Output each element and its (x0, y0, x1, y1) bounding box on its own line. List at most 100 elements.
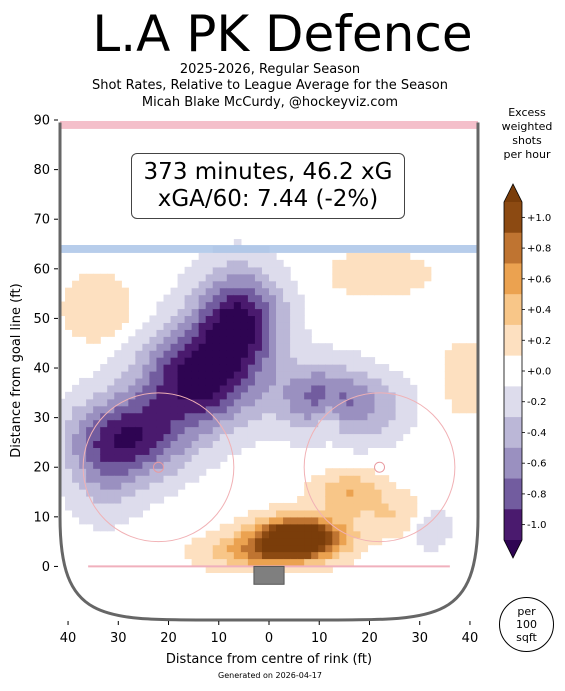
heatmap-cell (261, 516, 270, 525)
heatmap-cell (72, 315, 80, 323)
heatmap-cell (205, 259, 214, 268)
heatmap-cell (353, 364, 362, 372)
heatmap-cell (247, 523, 256, 532)
heatmap-cell (142, 468, 151, 476)
heatmap-cell (107, 412, 115, 421)
heatmap-cell (374, 482, 383, 490)
heatmap-cell (254, 523, 263, 532)
heatmap-cell (100, 294, 108, 303)
heatmap-cell (198, 454, 207, 462)
heatmap-cell (219, 384, 228, 393)
heatmap-cell (388, 370, 397, 379)
heatmap-cell (177, 336, 186, 344)
heatmap-cell (304, 405, 312, 414)
heatmap-cell (332, 475, 340, 483)
heatmap-cell (60, 461, 66, 469)
heatmap-cell (480, 364, 488, 372)
heatmap-cell (360, 502, 369, 511)
heatmap-cell (205, 454, 214, 462)
heatmap-cell (304, 523, 312, 532)
heatmap-cell (409, 280, 418, 289)
heatmap-cell (416, 259, 425, 268)
heatmap-cell (395, 273, 404, 282)
heatmap-cell (367, 475, 376, 483)
heatmap-cell (353, 502, 362, 511)
heatmap-cell (346, 440, 354, 448)
blue-line (60, 245, 478, 253)
heatmap-cell (283, 287, 291, 296)
heatmap-cell (121, 440, 129, 448)
heatmap-cell (276, 516, 284, 525)
heatmap-cell (332, 419, 340, 428)
heatmap-cell (247, 530, 256, 539)
heatmap-cell (191, 537, 200, 546)
x-tick-label: 10 (311, 631, 328, 646)
heatmap-cell (332, 544, 340, 553)
heatmap-cell (191, 322, 200, 330)
heatmap-cell (240, 308, 249, 317)
heatmap-cell (233, 405, 242, 414)
heatmap-cell (149, 384, 158, 393)
heatmap-cell (142, 475, 151, 483)
colorbar-segment (504, 324, 522, 357)
heatmap-cell (128, 475, 136, 483)
heatmap-cell (212, 419, 221, 428)
heatmap-cell (233, 391, 242, 400)
heatmap-cell (290, 551, 298, 560)
heatmap-cell (156, 364, 165, 372)
heatmap-cell (261, 294, 270, 303)
heatmap-cell (360, 412, 369, 421)
heatmap-cell (219, 530, 228, 539)
heatmap-cell (297, 537, 305, 546)
heatmap-cell (212, 266, 221, 275)
heatmap-cell (304, 419, 312, 428)
heatmap-cell (465, 384, 474, 393)
heatmap-cell (212, 350, 221, 358)
heatmap-cell (107, 315, 115, 323)
heatmap-cell (198, 377, 207, 386)
heatmap-cell (191, 343, 200, 351)
heatmap-cell (402, 426, 411, 435)
heatmap-cell (311, 489, 319, 497)
heatmap-cell (261, 433, 270, 442)
heatmap-cell (430, 544, 439, 553)
colorbar-tick-label: +0.2 (527, 336, 551, 347)
colorbar-tick-label: +0.6 (527, 274, 551, 285)
heatmap-cell (332, 266, 340, 275)
heatmap-cell (388, 280, 397, 289)
heatmap-cell (304, 343, 312, 351)
heatmap-cell (261, 315, 270, 323)
heatmap-cell (114, 495, 122, 504)
y-tick-label: 10 (33, 510, 50, 525)
heatmap-cell (311, 551, 319, 560)
heatmap-cell (247, 537, 256, 546)
heatmap-cell (170, 370, 179, 379)
heatmap-cell (367, 259, 376, 268)
heatmap-cell (72, 308, 80, 317)
heatmap-cell (254, 364, 263, 372)
heatmap-cell (247, 322, 256, 330)
heatmap-cell (269, 308, 277, 317)
heatmap-cell (65, 454, 73, 462)
heatmap-cell (114, 454, 122, 462)
heatmap-cell (205, 447, 214, 455)
heatmap-cell (325, 350, 333, 358)
heatmap-cell (114, 294, 122, 303)
heatmap-cell (114, 468, 122, 476)
heatmap-cell (290, 558, 298, 567)
heatmap-cell (240, 252, 249, 261)
heatmap-cell (409, 259, 418, 268)
heatmap-cell (114, 357, 122, 365)
heatmap-cell (381, 370, 390, 379)
heatmap-cell (142, 412, 151, 421)
heatmap-cell (247, 301, 256, 310)
heatmap-cell (367, 482, 376, 490)
heatmap-cell (149, 364, 158, 372)
heatmap-cell (240, 336, 249, 344)
heatmap-cell (360, 280, 369, 289)
heatmap-cell (156, 357, 165, 365)
red-line (60, 120, 478, 129)
heatmap-cell (254, 287, 263, 296)
heatmap-cell (247, 565, 256, 573)
heatmap-cell (135, 454, 143, 462)
